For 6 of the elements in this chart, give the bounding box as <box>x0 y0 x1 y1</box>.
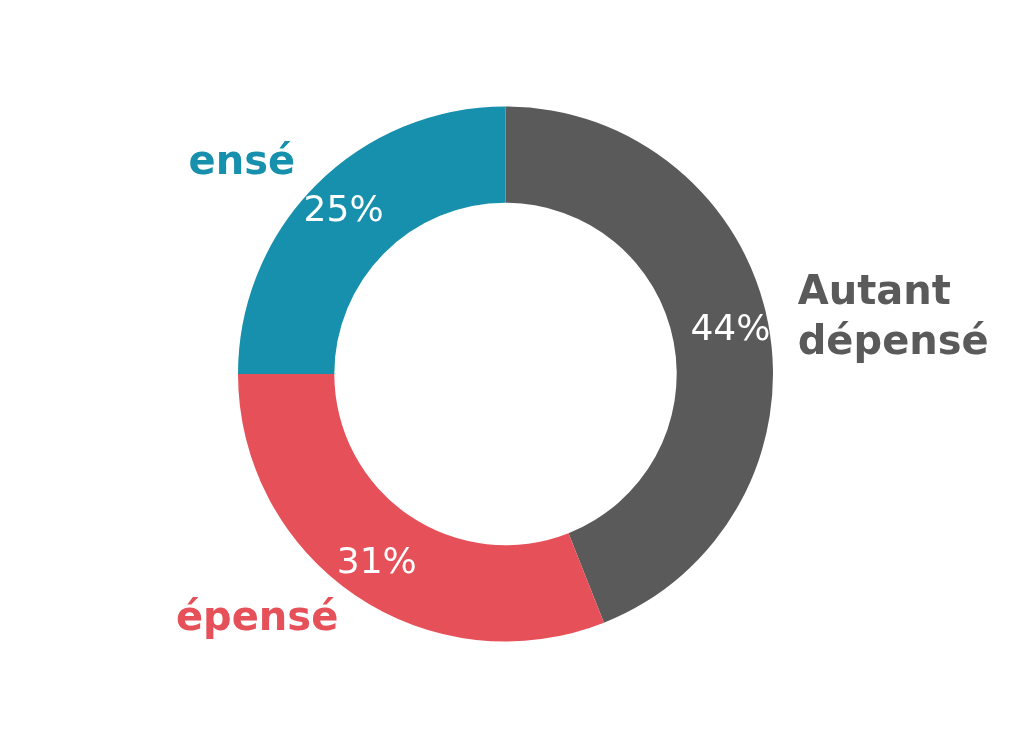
data-label: 31% <box>336 539 417 581</box>
slice-label: Autant dépensé <box>797 266 989 363</box>
data-label: 44% <box>690 307 771 349</box>
data-label: 25% <box>303 188 384 230</box>
slice-label: ensé <box>188 137 296 184</box>
slice-label: épensé <box>175 593 339 640</box>
